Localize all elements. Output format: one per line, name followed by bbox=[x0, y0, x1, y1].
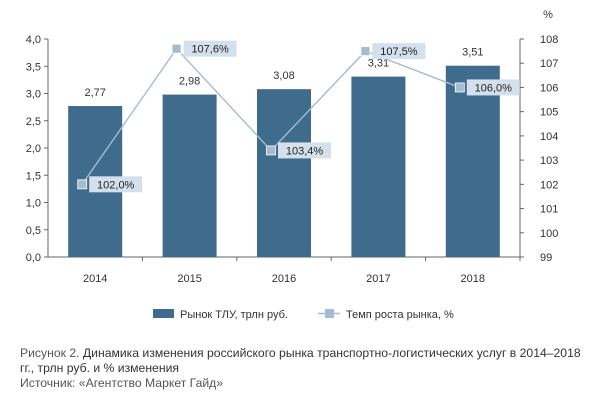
bar bbox=[351, 76, 406, 257]
x-tick-label: 2017 bbox=[366, 273, 390, 285]
right-axis-unit: % bbox=[543, 9, 553, 21]
x-tick-label: 2015 bbox=[177, 273, 201, 285]
line-value-label: 106,0% bbox=[475, 82, 513, 94]
line-point-marker bbox=[171, 43, 182, 54]
right-tick-label: 108 bbox=[540, 34, 558, 46]
bar bbox=[162, 94, 217, 257]
line-point-marker bbox=[454, 82, 465, 93]
x-tick-label: 2014 bbox=[83, 273, 107, 285]
left-tick-label: 3,5 bbox=[26, 61, 41, 73]
x-tick-label: 2018 bbox=[461, 273, 485, 285]
line-value-label: 102,0% bbox=[97, 179, 135, 191]
legend-bar-label: Рынок ТЛУ, трлн руб. bbox=[180, 309, 288, 321]
caption-source: Источник: «Агентство Маркет Гайд» bbox=[20, 376, 224, 390]
chart: 0,0 0,5 1,0 1,5 2,0 2,5 3,0 3,5 4,0 99 100 101 102 10… bbox=[26, 9, 559, 321]
bar-value-label: 3,08 bbox=[273, 70, 294, 82]
line-value-label: 107,5% bbox=[380, 46, 418, 58]
x-tick-label: 2016 bbox=[272, 273, 296, 285]
left-tick-label: 0,5 bbox=[26, 225, 41, 237]
right-tick-label: 102 bbox=[540, 179, 558, 191]
left-tick-label: 3,0 bbox=[26, 89, 41, 101]
line-label-box bbox=[89, 176, 143, 193]
right-tick-label: 99 bbox=[540, 252, 552, 264]
line-label-box bbox=[278, 142, 331, 159]
line-point-marker bbox=[77, 179, 88, 190]
line-label-box bbox=[466, 79, 520, 96]
bar-value-label: 2,98 bbox=[179, 76, 200, 88]
caption-text: Динамика изменения российского рынка тра… bbox=[20, 346, 581, 375]
bar-value-label: 3,51 bbox=[462, 47, 483, 59]
line-label-box bbox=[372, 43, 426, 60]
right-tick-label: 101 bbox=[540, 204, 558, 216]
right-tick-label: 106 bbox=[540, 82, 558, 94]
line-point-marker bbox=[360, 46, 371, 57]
right-tick-label: 107 bbox=[540, 58, 558, 70]
left-tick-label: 2,5 bbox=[26, 116, 41, 128]
right-tick-label: 104 bbox=[540, 131, 558, 143]
line-value-label: 107,6% bbox=[191, 44, 229, 56]
legend-line-label: Темп роста рынка, % bbox=[346, 309, 454, 321]
right-tick-label: 105 bbox=[540, 107, 558, 119]
left-tick-label: 1,0 bbox=[26, 198, 41, 210]
line-label-box bbox=[183, 40, 237, 57]
legend-line-marker bbox=[325, 309, 334, 318]
figure-caption: Рисунок 2. Динамика изменения российског… bbox=[20, 346, 590, 391]
line-point-marker bbox=[266, 145, 276, 156]
bar-value-label: 3,31 bbox=[368, 58, 389, 70]
bar bbox=[445, 65, 500, 257]
right-tick-label: 100 bbox=[540, 228, 558, 240]
left-tick-label: 4,0 bbox=[26, 34, 41, 46]
left-tick-label: 0,0 bbox=[26, 252, 41, 264]
left-tick-label: 2,0 bbox=[26, 143, 41, 155]
bar-value-label: 2,77 bbox=[84, 87, 105, 99]
left-tick-label: 1,5 bbox=[26, 170, 41, 182]
legend-bar-swatch bbox=[153, 309, 174, 318]
right-tick-label: 103 bbox=[540, 155, 558, 167]
line-value-label: 103,4% bbox=[286, 145, 324, 157]
bar bbox=[257, 89, 311, 257]
caption-prefix: Рисунок 2. bbox=[20, 346, 80, 360]
